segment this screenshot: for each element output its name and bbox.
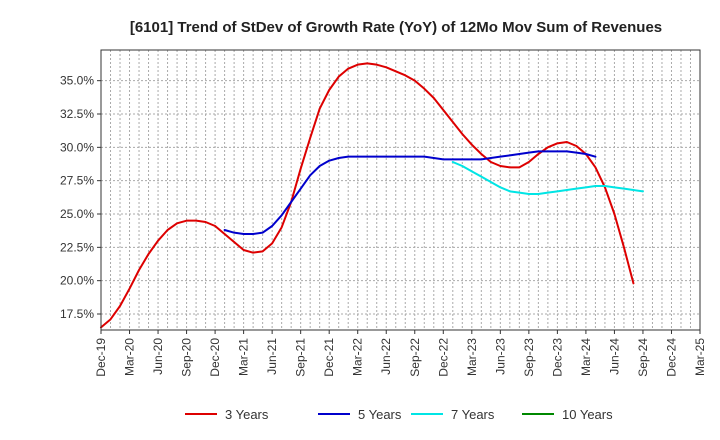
legend: 3 Years 5 Years 7 Years 10 Years [185,407,613,422]
legend-label-7-years: 7 Years [451,407,495,422]
y-tick-label: 35.0% [60,74,94,88]
y-tick-label: 30.0% [60,140,94,154]
x-tick-label: Sep-21 [294,338,308,377]
x-tick-label: Dec-24 [664,338,678,377]
x-tick-label: Dec-20 [208,338,222,377]
x-tick-label: Mar-20 [123,338,137,376]
grid [101,50,700,330]
x-tick-label: Sep-20 [180,338,194,377]
x-tick-label: Sep-24 [636,338,650,377]
plot-frame [100,49,701,331]
x-tick-label: Mar-25 [693,338,707,376]
y-tick-label: 22.5% [60,240,94,254]
x-axis: Dec-19 Mar-20 Jun-20 Sep-20 Dec-20 Mar-21 Jun-… [94,330,707,377]
x-tick-label: Sep-22 [408,338,422,377]
series-line-7-years [451,161,644,195]
y-axis: 17.5% 20.0% 22.5% 25.0% 27.5% 30.0% 32.5% 35.0% [60,74,101,321]
x-tick-label: Dec-19 [94,338,108,377]
x-tick-label: Mar-23 [465,338,479,376]
x-tick-label: Jun-24 [607,338,621,375]
y-tick-label: 20.0% [60,274,94,288]
x-tick-label: Dec-22 [436,338,450,377]
x-tick-label: Sep-23 [522,338,536,377]
y-tick-label: 32.5% [60,107,94,121]
x-tick-label: Mar-21 [237,338,251,376]
x-tick-label: Dec-21 [322,338,336,377]
y-tick-label: 25.0% [60,207,94,221]
x-tick-label: Jun-20 [151,338,165,375]
x-tick-label: Jun-23 [493,338,507,375]
legend-label-5-years: 5 Years [358,407,402,422]
x-tick-label: Dec-23 [550,338,564,377]
legend-label-10-years: 10 Years [562,407,613,422]
x-tick-label: Mar-22 [351,338,365,376]
series-layer [100,62,644,329]
x-tick-label: Jun-22 [379,338,393,375]
chart-title: [6101] Trend of StDev of Growth Rate (Yo… [130,19,662,36]
x-tick-label: Mar-24 [579,338,593,376]
y-tick-label: 17.5% [60,307,94,321]
series-line-3-years [100,62,635,329]
y-tick-label: 27.5% [60,174,94,188]
legend-label-3-years: 3 Years [225,407,269,422]
x-tick-label: Jun-21 [265,338,279,375]
series-line-5-years [223,150,597,235]
